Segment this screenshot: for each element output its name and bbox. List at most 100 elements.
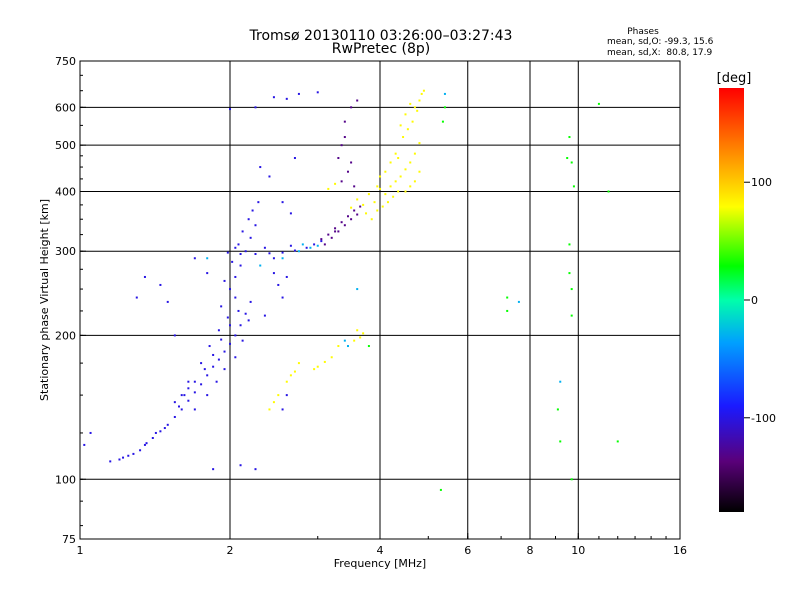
echo-point: [439, 488, 442, 491]
echo-point: [389, 185, 392, 188]
y-tick-label: 600: [55, 101, 76, 114]
colorbar-tick-label: -100: [751, 412, 776, 425]
y-tick-label: 75: [62, 533, 76, 546]
echo-point: [281, 296, 284, 299]
echo-point: [597, 102, 600, 105]
echo-point: [616, 440, 619, 443]
echo-point: [277, 394, 280, 397]
y-tick-label: 300: [55, 245, 76, 258]
echo-point: [409, 185, 412, 188]
echo-point: [223, 279, 226, 282]
x-axis-label: Frequency [MHz]: [334, 557, 426, 570]
echo-point: [139, 449, 142, 452]
echo-point: [397, 190, 400, 193]
x-tick-label: 2: [227, 544, 234, 557]
echo-point: [239, 264, 242, 267]
echo-point: [220, 305, 223, 308]
echo-point: [384, 193, 387, 196]
echo-point: [394, 152, 397, 155]
echo-point: [559, 380, 562, 383]
echo-point: [215, 380, 218, 383]
echo-point: [362, 332, 365, 335]
echo-point: [350, 206, 353, 209]
echo-point: [420, 92, 423, 95]
echo-point: [418, 142, 421, 145]
echo-point: [313, 368, 316, 371]
echo-point: [229, 108, 231, 111]
echo-point: [234, 296, 237, 299]
echo-point: [206, 374, 209, 377]
echo-point: [413, 106, 416, 109]
echo-point: [281, 408, 284, 411]
echo-point: [309, 246, 312, 249]
echo-point: [556, 408, 559, 411]
echo-point: [89, 431, 92, 434]
echo-point: [234, 356, 237, 359]
echo-point: [297, 362, 300, 365]
echo-point: [394, 180, 397, 183]
echo-point: [566, 157, 569, 160]
echo-point: [272, 401, 275, 404]
echo-point: [441, 120, 444, 123]
y-axis: 75 100 200 300 400 500 600 750: [55, 55, 86, 546]
echo-point: [187, 387, 190, 390]
echo-point: [404, 113, 407, 116]
colorbar: [719, 88, 744, 512]
echo-point: [154, 431, 157, 434]
echo-point: [356, 99, 359, 102]
echo-point: [220, 338, 223, 341]
echo-point: [208, 345, 211, 348]
echo-point: [330, 236, 333, 239]
echo-point: [293, 157, 296, 160]
echo-point: [206, 394, 209, 397]
echo-point: [206, 272, 209, 275]
echo-point: [346, 170, 349, 173]
echo-point: [389, 161, 392, 164]
stats-o-mode: mean, sd,O: -99.3, 15.6: [607, 37, 714, 47]
echo-point: [212, 365, 215, 368]
chart-subtitle: RwPretec (8p): [332, 41, 430, 57]
echo-point: [443, 106, 446, 109]
echo-point: [217, 358, 220, 361]
echo-point: [337, 345, 340, 348]
echo-point: [346, 345, 349, 348]
x-tick-label: 1: [77, 544, 84, 557]
echo-point: [406, 128, 409, 131]
echo-point: [384, 170, 387, 173]
echo-point: [135, 296, 138, 299]
echo-point: [416, 109, 419, 112]
echo-point: [239, 253, 242, 256]
echo-point: [281, 251, 284, 254]
echo-point: [203, 368, 206, 371]
echo-point: [418, 99, 421, 102]
echo-point: [173, 401, 176, 404]
echo-point: [83, 443, 86, 446]
echo-point: [346, 215, 349, 218]
echo-point: [254, 468, 257, 471]
echo-point: [367, 193, 370, 196]
echo-point: [200, 362, 203, 365]
chart-title: Tromsø 20130110 03:26:00–03:27:43: [249, 28, 513, 44]
echo-point: [127, 454, 130, 457]
echo-point: [223, 368, 226, 371]
echo-point: [268, 252, 271, 255]
echo-point: [187, 380, 190, 383]
echo-point: [402, 136, 405, 139]
echo-point: [237, 243, 240, 246]
echo-point: [285, 97, 288, 100]
echo-point: [353, 339, 356, 342]
echo-point: [327, 187, 330, 190]
echo-point: [231, 260, 234, 263]
echo-point: [320, 240, 323, 243]
echo-point: [422, 89, 425, 92]
echo-point: [177, 405, 180, 408]
echo-point: [212, 353, 215, 356]
echo-point: [229, 288, 231, 291]
echo-point: [409, 161, 412, 164]
y-tick-label: 100: [55, 473, 76, 486]
echo-point: [404, 190, 407, 193]
echo-point: [281, 257, 284, 260]
echo-point: [200, 383, 203, 386]
echo-point: [370, 218, 373, 221]
